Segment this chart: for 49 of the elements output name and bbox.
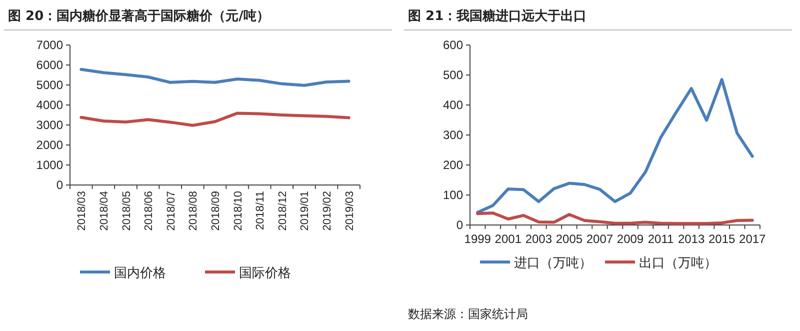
x-tick-label: 2003 <box>525 232 552 246</box>
x-tick-label: 2001 <box>494 232 522 246</box>
line-series <box>80 68 350 87</box>
y-tick-label: 7000 <box>36 38 64 52</box>
line-series <box>476 212 754 225</box>
legend-label: 进口（万吨） <box>514 256 592 271</box>
y-tick-label: 400 <box>442 98 464 112</box>
x-tick-label: 2011 <box>648 232 674 246</box>
y-tick-label: 4000 <box>36 98 64 112</box>
x-tick-label: 1999 <box>464 232 492 246</box>
chart-title: 图 21：我国糖进口远大于出口 <box>408 8 587 24</box>
x-tick-label: 2018/06 <box>143 191 156 231</box>
x-tick-label: 2019/01 <box>299 191 312 231</box>
x-tick-label: 2018/09 <box>210 191 222 231</box>
x-tick-label: 2018/04 <box>98 191 110 231</box>
legend-label: 出口（万吨） <box>639 256 717 271</box>
legend-label: 国内价格 <box>114 266 166 281</box>
x-tick-label: 2019/03 <box>344 191 356 231</box>
y-tick-label: 3000 <box>36 118 64 132</box>
x-tick-label: 2018/05 <box>120 191 133 231</box>
x-tick-label: 2018/08 <box>188 191 200 231</box>
source-note: 数据来源：国家统计局 <box>408 307 528 321</box>
y-tick-label: 1000 <box>36 158 64 172</box>
x-tick-label: 2018/03 <box>76 191 88 231</box>
x-tick-label: 2018/11 <box>254 191 267 230</box>
x-tick-label: 2018/10 <box>232 191 244 231</box>
y-tick-label: 300 <box>442 128 464 142</box>
line-series <box>476 78 754 214</box>
x-tick-label: 2018/12 <box>276 191 289 231</box>
y-tick-label: 200 <box>442 158 464 172</box>
y-tick-label: 2000 <box>36 138 64 152</box>
x-tick-label: 2015 <box>708 232 736 246</box>
x-tick-label: 2017 <box>739 232 766 246</box>
x-tick-label: 2013 <box>678 232 705 246</box>
y-tick-label: 5000 <box>36 78 64 92</box>
chart-title: 图 20：国内糖价显著高于国际糖价（元/吨） <box>8 8 270 24</box>
y-tick-label: 100 <box>442 188 464 202</box>
y-tick-label: 0 <box>456 218 464 232</box>
legend-label: 国际价格 <box>239 266 291 281</box>
x-tick-label: 2007 <box>586 232 614 246</box>
y-tick-label: 500 <box>442 68 464 82</box>
x-tick-label: 2018/07 <box>165 191 178 231</box>
y-tick-label: 600 <box>442 38 464 52</box>
x-tick-label: 2005 <box>556 232 583 246</box>
y-tick-label: 0 <box>56 178 64 192</box>
y-tick-label: 6000 <box>36 58 64 72</box>
x-tick-label: 2009 <box>616 232 644 246</box>
x-tick-label: 2019/02 <box>322 191 334 231</box>
line-series <box>80 112 350 127</box>
